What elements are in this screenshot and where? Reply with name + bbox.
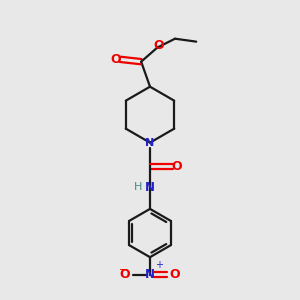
Text: N: N: [146, 138, 154, 148]
Text: N: N: [145, 268, 155, 281]
Text: O: O: [172, 160, 182, 173]
Text: O: O: [170, 268, 180, 281]
Text: O: O: [111, 53, 122, 66]
Text: O: O: [153, 39, 164, 52]
Text: +: +: [155, 260, 163, 269]
Text: N: N: [145, 181, 155, 194]
Text: O: O: [120, 268, 130, 281]
Text: H: H: [134, 182, 142, 192]
Text: −: −: [119, 265, 128, 275]
